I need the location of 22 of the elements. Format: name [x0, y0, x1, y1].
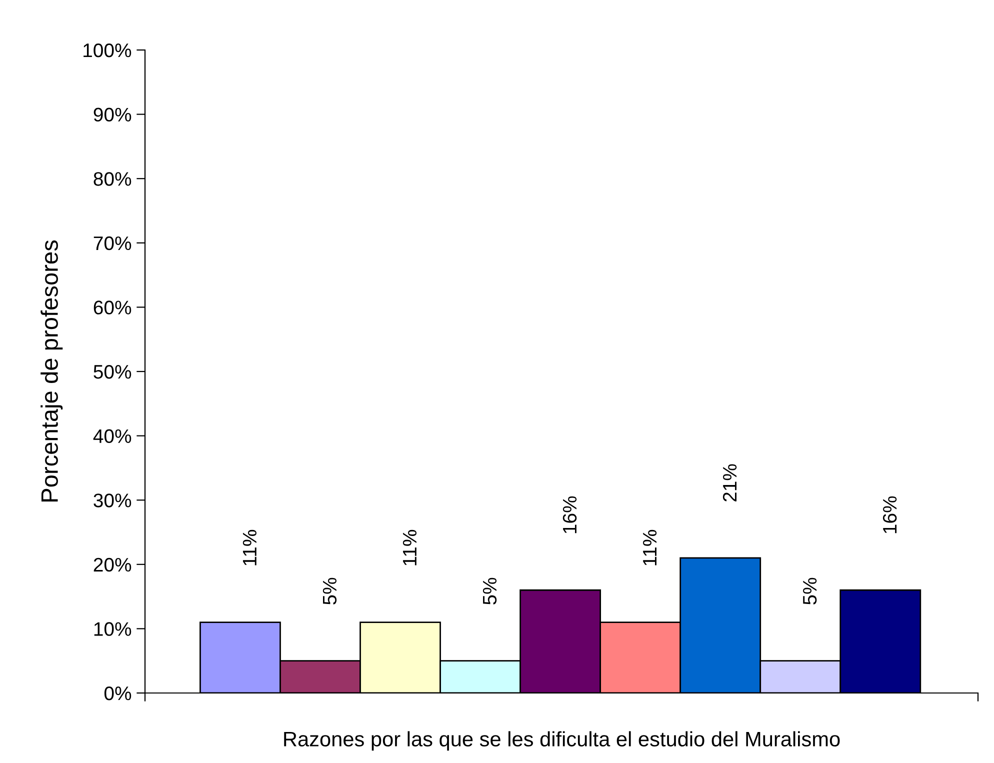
y-tick-label: 50% [94, 364, 132, 379]
data-label: 21% [722, 464, 737, 502]
data-label: 16% [562, 496, 577, 534]
y-tick-label: 70% [94, 236, 132, 250]
data-label: 11% [242, 530, 256, 566]
data-label: 5% [803, 578, 817, 605]
y-tick-label: 80% [94, 172, 132, 186]
data-label: 16% [882, 496, 897, 534]
y-tick-label: 20% [94, 558, 132, 572]
y-tick-label: 30% [94, 494, 132, 508]
y-tick-label: 60% [94, 300, 132, 314]
data-label: 11% [642, 530, 657, 566]
x-axis-title: Razones por las que se les dificulta el estudio del Muralismo [284, 731, 840, 751]
y-tick-label: 10% [94, 622, 132, 636]
data-label: 5% [322, 578, 337, 605]
y-axis-title: Porcentaje de profesores [40, 240, 63, 502]
data-label: 11% [402, 530, 417, 566]
y-tick-label: 0% [104, 686, 132, 700]
y-tick-label: 40% [93, 429, 132, 444]
y-tick-label: 90% [94, 108, 132, 122]
y-tick-label: 100% [84, 43, 132, 58]
data-label: 5% [482, 578, 497, 605]
